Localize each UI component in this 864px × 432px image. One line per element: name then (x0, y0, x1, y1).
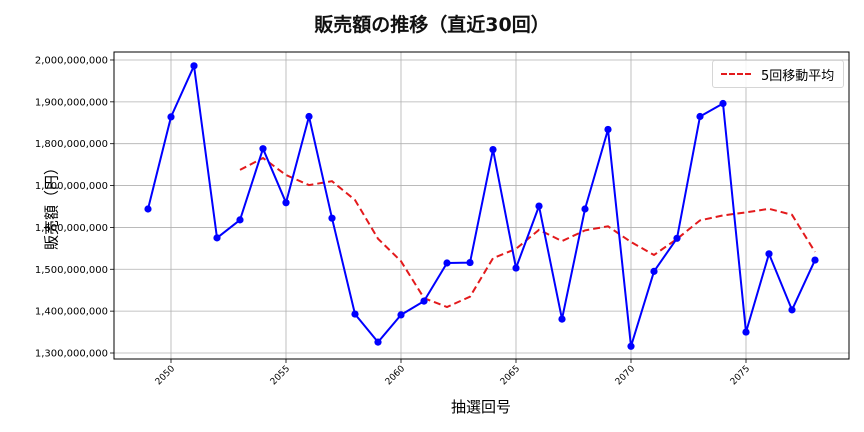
data-point-marker (788, 306, 796, 314)
data-point-marker (765, 250, 773, 258)
y-tick-label: 1,500,000,000 (35, 265, 108, 276)
data-point-marker (305, 112, 313, 121)
x-tick-label: 2050 (154, 364, 177, 387)
data-point-marker (259, 145, 267, 153)
data-point-marker (558, 315, 566, 323)
data-point-marker (144, 205, 152, 213)
data-point-marker (236, 216, 244, 224)
y-tick-label: 1,700,000,000 (35, 181, 108, 192)
x-axis-label: 抽選回号 (450, 398, 512, 416)
legend: 5回移動平均 (712, 60, 844, 88)
x-tick-label: 2070 (614, 364, 637, 387)
data-point-marker (466, 258, 474, 267)
data-point-marker (443, 259, 451, 267)
x-tick-label: 2075 (729, 364, 752, 387)
y-axis-label: 販売額（円） (42, 159, 61, 251)
sales-line (147, 64, 816, 348)
chart-title: 販売額の推移（直近30回） (314, 14, 550, 36)
y-tick-label: 1,400,000,000 (35, 307, 108, 318)
data-point-marker (328, 214, 336, 222)
data-point-marker (719, 99, 727, 108)
data-point-marker (167, 113, 175, 121)
data-point-marker (397, 311, 405, 319)
data-point-marker (650, 267, 658, 275)
x-tick-label: 2055 (269, 364, 292, 387)
series-layer (144, 62, 819, 350)
plot-frame (113, 51, 850, 360)
data-point-marker (489, 145, 497, 154)
y-tick-label: 1,300,000,000 (35, 349, 108, 360)
data-point-marker (627, 342, 635, 350)
data-point-marker (213, 234, 221, 242)
x-tick-label: 2060 (384, 364, 407, 387)
data-point-marker (282, 199, 290, 207)
x-axis-ticks: 2050 2055 2060 2065 2070 2075 (154, 359, 752, 387)
data-point-marker (512, 264, 520, 272)
data-point-marker (673, 234, 681, 242)
y-tick-label: 1,800,000,000 (35, 139, 108, 150)
moving-average-line (239, 156, 816, 309)
legend-dashed-line-icon (721, 73, 751, 75)
data-point-marker (190, 62, 198, 70)
data-point-marker (811, 256, 819, 264)
data-point-marker (604, 125, 612, 134)
data-point-marker (535, 202, 543, 210)
y-axis-ticks: 1,300,000,000 1,400,000,000 1,500,000,000 1… (35, 55, 114, 360)
y-tick-label: 2,000,000,000 (35, 55, 108, 66)
data-point-marker (420, 297, 428, 305)
legend-label-moving-average: 5回移動平均 (761, 68, 835, 84)
y-tick-label: 1,600,000,000 (35, 223, 108, 234)
data-point-marker (696, 112, 704, 121)
y-tick-label: 1,900,000,000 (35, 97, 108, 108)
data-point-marker (581, 205, 589, 213)
data-point-marker (374, 338, 382, 346)
data-point-marker (742, 328, 750, 336)
data-point-marker (351, 310, 359, 318)
x-tick-label: 2065 (499, 364, 522, 387)
